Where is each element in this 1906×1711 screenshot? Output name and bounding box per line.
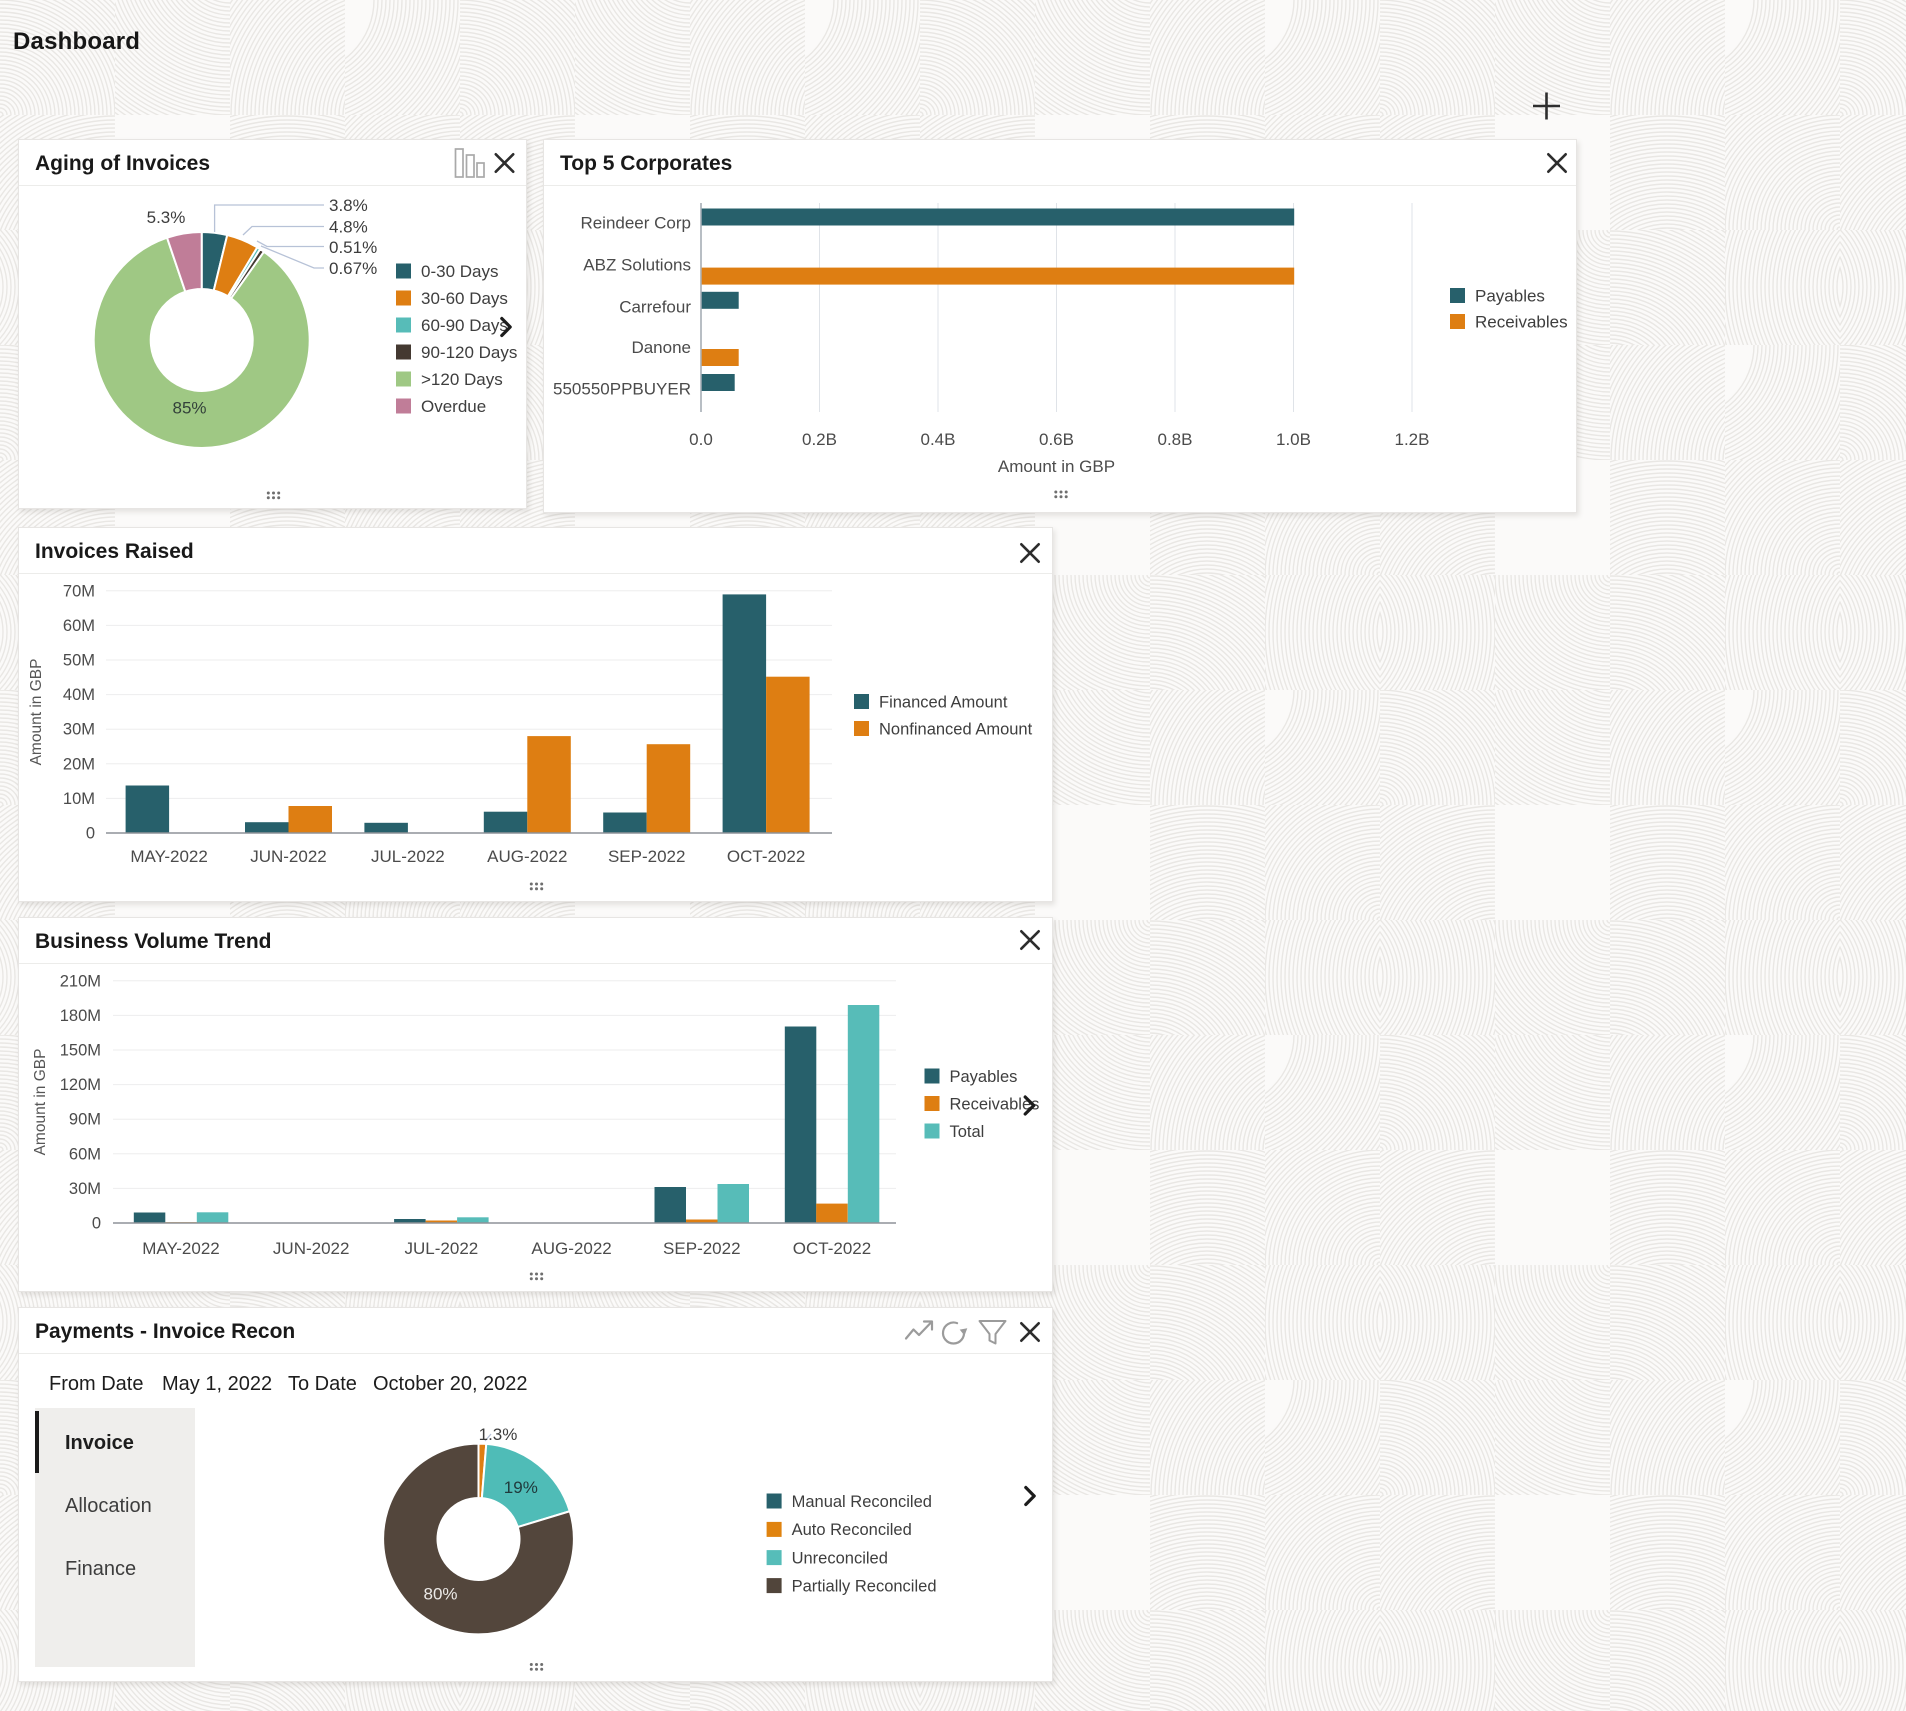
svg-text:0: 0 [86,825,95,843]
svg-text:Manual Reconciled: Manual Reconciled [792,1493,932,1511]
svg-text:Financed Amount: Financed Amount [879,693,1008,711]
svg-text:0-30 Days: 0-30 Days [421,262,498,281]
svg-text:50M: 50M [63,652,95,670]
svg-text:10M: 10M [63,790,95,808]
svg-text:OCT-2022: OCT-2022 [793,1239,871,1258]
svg-text:0.4B: 0.4B [921,430,956,449]
svg-text:May 1, 2022: May 1, 2022 [162,1373,272,1395]
svg-text:5.3%: 5.3% [147,208,186,227]
svg-text:150M: 150M [60,1042,101,1060]
svg-text:0.6B: 0.6B [1039,430,1074,449]
svg-text:90M: 90M [69,1111,101,1129]
svg-text:90-120 Days: 90-120 Days [421,343,517,362]
svg-text:AUG-2022: AUG-2022 [487,847,567,866]
svg-text:JUN-2022: JUN-2022 [273,1239,350,1258]
svg-text:Finance: Finance [65,1558,136,1580]
svg-text:70M: 70M [63,582,95,600]
svg-text:AUG-2022: AUG-2022 [531,1239,611,1258]
svg-text:To Date: To Date [288,1373,357,1395]
svg-text:SEP-2022: SEP-2022 [608,847,686,866]
svg-text:MAY-2022: MAY-2022 [130,847,208,866]
svg-text:>120 Days: >120 Days [421,370,503,389]
svg-text:19%: 19% [504,1478,538,1497]
svg-text:120M: 120M [60,1076,101,1094]
svg-text:0: 0 [92,1215,101,1233]
svg-text:30M: 30M [63,721,95,739]
svg-text:Overdue: Overdue [421,397,486,416]
svg-text:180M: 180M [60,1007,101,1025]
svg-text:1.0B: 1.0B [1276,430,1311,449]
svg-text:JUL-2022: JUL-2022 [371,847,445,866]
svg-text:20M: 20M [63,755,95,773]
svg-text:Reindeer Corp: Reindeer Corp [580,214,691,233]
svg-text:60M: 60M [69,1145,101,1163]
svg-text:Nonfinanced Amount: Nonfinanced Amount [879,720,1033,738]
svg-text:JUN-2022: JUN-2022 [250,847,327,866]
svg-text:1.3%: 1.3% [479,1425,518,1444]
svg-text:From Date: From Date [49,1373,143,1395]
svg-text:Payables: Payables [950,1068,1018,1086]
svg-text:80%: 80% [423,1585,457,1604]
svg-text:0.51%: 0.51% [329,238,377,257]
svg-text:Receivables: Receivables [950,1095,1040,1113]
svg-text:Amount in GBP: Amount in GBP [28,659,45,766]
svg-text:210M: 210M [60,972,101,990]
svg-text:Partially Reconciled: Partially Reconciled [792,1577,937,1595]
svg-text:60-90 Days: 60-90 Days [421,316,508,335]
svg-text:Carrefour: Carrefour [619,297,691,316]
svg-text:3.8%: 3.8% [329,196,368,215]
svg-text:MAY-2022: MAY-2022 [142,1239,220,1258]
svg-text:30-60 Days: 30-60 Days [421,289,508,308]
svg-text:October 20, 2022: October 20, 2022 [373,1373,528,1395]
svg-text:1.2B: 1.2B [1395,430,1430,449]
svg-text:OCT-2022: OCT-2022 [727,847,805,866]
svg-text:30M: 30M [69,1180,101,1198]
svg-text:Unreconciled: Unreconciled [792,1549,888,1567]
svg-text:JUL-2022: JUL-2022 [405,1239,479,1258]
svg-text:0.2B: 0.2B [802,430,837,449]
svg-text:Payables: Payables [1475,286,1545,305]
svg-text:0.67%: 0.67% [329,259,377,278]
svg-text:60M: 60M [63,617,95,635]
svg-text:0.0: 0.0 [689,430,713,449]
svg-text:Total: Total [950,1123,985,1141]
svg-text:40M: 40M [63,686,95,704]
svg-text:Danone: Danone [631,338,691,357]
svg-text:SEP-2022: SEP-2022 [663,1239,741,1258]
svg-text:550550PPBUYER: 550550PPBUYER [553,379,691,398]
svg-text:Invoice: Invoice [65,1432,134,1454]
svg-text:85%: 85% [172,399,206,418]
svg-text:Amount in GBP: Amount in GBP [32,1049,49,1156]
svg-text:4.8%: 4.8% [329,218,368,237]
svg-text:Receivables: Receivables [1475,312,1568,331]
svg-text:Allocation: Allocation [65,1495,152,1517]
svg-text:0.8B: 0.8B [1158,430,1193,449]
svg-text:ABZ Solutions: ABZ Solutions [583,256,691,275]
svg-text:Auto Reconciled: Auto Reconciled [792,1521,912,1539]
svg-text:Amount in GBP: Amount in GBP [998,457,1115,476]
